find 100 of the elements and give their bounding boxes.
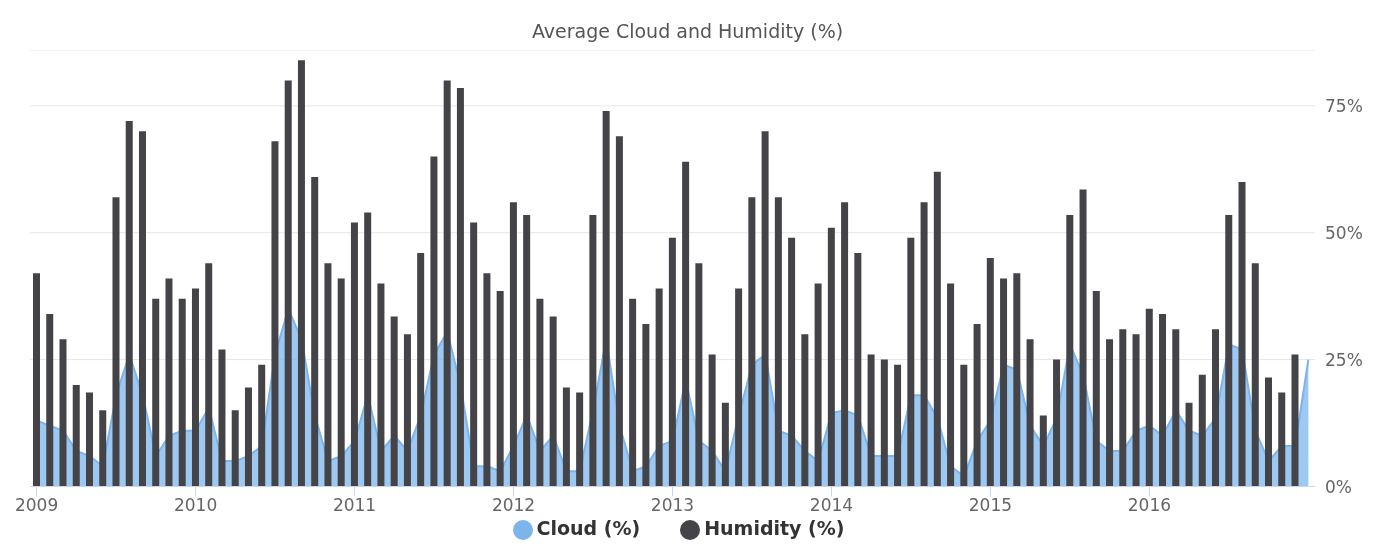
bar: [178, 298, 186, 487]
bar: [1172, 329, 1180, 487]
bar: [933, 171, 941, 487]
bar: [907, 237, 915, 487]
bar: [311, 176, 319, 487]
bar: [973, 324, 981, 487]
bar: [364, 212, 372, 487]
bar: [496, 291, 504, 487]
bar: [668, 237, 676, 487]
bar: [801, 334, 809, 487]
bar: [112, 197, 120, 487]
bar: [721, 402, 729, 487]
bar: [152, 298, 160, 487]
bar: [615, 136, 623, 487]
bar: [1225, 214, 1233, 487]
bar: [867, 354, 875, 487]
bar: [1039, 415, 1047, 487]
bar: [390, 316, 398, 487]
bar: [1251, 263, 1259, 487]
bar: [231, 410, 239, 487]
bar: [629, 298, 637, 487]
bar: [1106, 339, 1114, 487]
bar: [1291, 354, 1299, 487]
bar: [1238, 181, 1246, 487]
bar: [761, 131, 769, 487]
bar: [85, 392, 93, 487]
x-tick-label: 2010: [173, 494, 218, 515]
bar: [46, 313, 54, 487]
bar: [748, 197, 756, 487]
bar: [99, 410, 107, 487]
bar: [271, 141, 279, 487]
bar: [258, 364, 266, 487]
bar: [947, 283, 955, 487]
bar: [337, 278, 345, 487]
bar: [602, 110, 610, 487]
bar: [33, 273, 40, 487]
bar: [483, 273, 491, 487]
bar: [218, 349, 226, 487]
bar: [536, 298, 544, 487]
bar: [788, 237, 796, 487]
bar: [920, 202, 928, 487]
bar: [960, 364, 968, 487]
bar: [1198, 374, 1206, 487]
x-tick-label: 2015: [968, 494, 1013, 515]
bar: [205, 263, 213, 487]
x-tick-label: 2011: [332, 494, 377, 515]
bar: [1145, 308, 1153, 487]
bar: [708, 354, 716, 487]
bar: [642, 324, 650, 487]
bar: [1212, 329, 1220, 487]
bar: [1079, 189, 1087, 487]
bar: [470, 222, 478, 487]
bar: [324, 263, 332, 487]
y-tick-label: 0%: [1325, 476, 1352, 497]
bar: [125, 121, 133, 487]
bar: [589, 214, 597, 487]
bar: [735, 288, 743, 487]
bar: [523, 214, 531, 487]
x-tick-label: 2016: [1127, 494, 1172, 515]
legend-label: Humidity (%): [704, 516, 845, 539]
bar: [1132, 334, 1140, 487]
bar: [655, 288, 663, 487]
bar: [138, 131, 146, 487]
bar: [576, 392, 584, 487]
y-tick-label: 25%: [1325, 349, 1363, 370]
bar: [774, 197, 782, 487]
bar: [417, 253, 425, 487]
bar: [297, 60, 305, 487]
bar: [430, 156, 438, 487]
bar: [59, 339, 67, 487]
bar: [682, 161, 690, 487]
bar: [403, 334, 411, 487]
x-tick-label: 2013: [650, 494, 695, 515]
bar: [1265, 377, 1273, 487]
bar: [986, 258, 994, 487]
bar: [509, 202, 517, 487]
legend-label: Cloud (%): [536, 516, 641, 539]
bar: [1159, 313, 1167, 487]
bar: [880, 359, 888, 487]
bar: [1013, 273, 1021, 487]
chart-title: Average Cloud and Humidity (%): [530, 19, 845, 44]
bar: [854, 253, 862, 487]
bar: [165, 278, 173, 487]
bar: [1066, 214, 1074, 487]
x-tick-label: 2012: [491, 494, 536, 515]
bar: [827, 227, 835, 487]
bar: [1278, 392, 1286, 487]
bar: [443, 80, 451, 487]
bar: [1092, 291, 1100, 487]
bar: [350, 222, 358, 487]
bar: [695, 263, 703, 487]
bar: [1053, 359, 1061, 487]
x-tick-label: 2009: [14, 494, 59, 515]
bar: [1119, 329, 1127, 487]
bar: [191, 288, 199, 487]
bar: [1026, 339, 1034, 487]
bar: [72, 384, 80, 487]
bar: [244, 387, 252, 487]
y-tick-label: 75%: [1325, 95, 1363, 116]
bar: [894, 364, 902, 487]
